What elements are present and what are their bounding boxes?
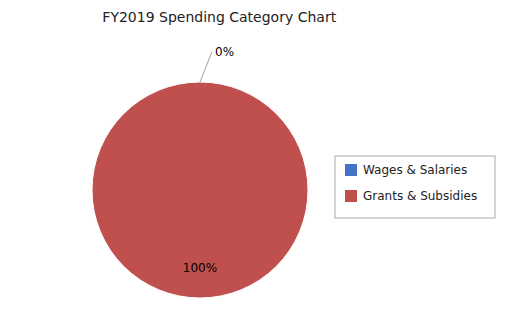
pie-slice	[92, 82, 308, 298]
legend: Wages & Salaries Grants & Subsidies	[335, 156, 495, 218]
legend-item: Wages & Salaries	[345, 163, 467, 177]
legend-label: Grants & Subsidies	[363, 189, 477, 203]
data-labels: 0% 100%	[183, 45, 234, 275]
leader-line	[200, 52, 212, 82]
legend-frame	[335, 156, 495, 218]
data-label: 100%	[183, 261, 217, 275]
chart-title: FY2019 Spending Category Chart	[102, 9, 336, 25]
legend-item: Grants & Subsidies	[345, 189, 477, 203]
pie	[92, 82, 308, 298]
legend-label: Wages & Salaries	[363, 163, 467, 177]
legend-swatch	[345, 190, 357, 202]
data-label: 0%	[215, 45, 234, 59]
legend-swatch	[345, 164, 357, 176]
chart-svg: FY2019 Spending Category Chart 0% 100% Wage…	[0, 0, 522, 335]
